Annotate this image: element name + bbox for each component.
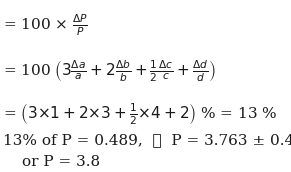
- Text: = 100 $\left(3\frac{\Delta a}{a}+2\frac{\Delta b}{b}+\frac{1}{2}\frac{\Delta c}{: = 100 $\left(3\frac{\Delta a}{a}+2\frac{…: [3, 58, 216, 84]
- Text: or P = 3.8: or P = 3.8: [22, 155, 101, 169]
- Text: = 100 × $\frac{\Delta P}{P}$: = 100 × $\frac{\Delta P}{P}$: [3, 13, 88, 38]
- Text: = $\left(3 × 1 + 2 × 3 + \frac{1}{2} × 4 + 2\right)$ % = 13 %: = $\left(3 × 1 + 2 × 3 + \frac{1}{2} × 4…: [3, 101, 278, 127]
- Text: 13% of P = 0.489,  ∴  P = 3.763 ± 0.49: 13% of P = 0.489, ∴ P = 3.763 ± 0.49: [3, 133, 291, 147]
